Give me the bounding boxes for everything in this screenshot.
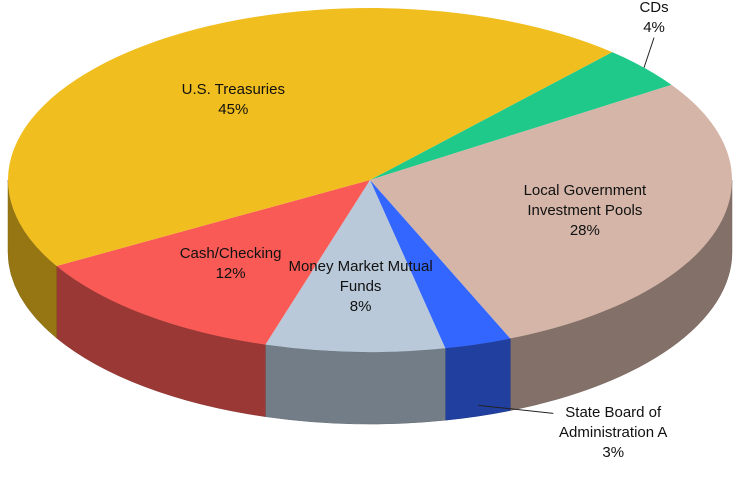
pie-slice xyxy=(56,180,370,345)
leader-line xyxy=(478,404,554,414)
slice-label: CDs 4% xyxy=(569,0,736,63)
pie-slice xyxy=(7,7,613,267)
category-label: Cash/Checking xyxy=(179,244,282,262)
label-box: State Board of Administration A 3% xyxy=(528,388,698,478)
slice-label: State Board of Administration A 3% xyxy=(528,388,698,478)
pie-slice xyxy=(265,180,446,352)
slice-label: Money Market Mutual Funds 8% xyxy=(276,242,446,332)
value-label: 45% xyxy=(218,100,249,118)
value-label: 4% xyxy=(643,18,665,36)
category-label: CDs xyxy=(639,0,669,16)
pie-side xyxy=(265,344,446,425)
slice-label: Cash/Checking 12% xyxy=(146,219,316,309)
value-label: 8% xyxy=(349,297,372,315)
label-box: Cash/Checking 12% xyxy=(146,219,316,309)
label-box: Money Market Mutual Funds 8% xyxy=(276,242,446,332)
slice-label: Local Government Investment Pools 28% xyxy=(500,166,670,256)
label-box: CDs 4% xyxy=(569,0,736,63)
leader-line xyxy=(643,37,655,68)
category-label: State Board of Administration A xyxy=(559,404,668,442)
pie-slice xyxy=(370,84,733,339)
category-label: Money Market Mutual Funds xyxy=(288,257,433,295)
pie-labels: CDs 4% Local Government Investment Pools 28… xyxy=(146,0,736,478)
pie-sides xyxy=(7,179,733,425)
value-label: 28% xyxy=(569,221,600,239)
pie-tops xyxy=(7,7,733,352)
pie-slice xyxy=(370,180,511,349)
value-label: 3% xyxy=(602,444,625,462)
label-box: U.S. Treasuries 45% xyxy=(148,55,318,145)
slice-label: U.S. Treasuries 45% xyxy=(148,55,318,145)
value-label: 12% xyxy=(215,264,246,282)
label-box: Local Government Investment Pools 28% xyxy=(500,166,670,256)
category-label: Local Government Investment Pools xyxy=(523,181,647,219)
category-label: U.S. Treasuries xyxy=(181,80,285,98)
pie-slice xyxy=(370,52,672,180)
